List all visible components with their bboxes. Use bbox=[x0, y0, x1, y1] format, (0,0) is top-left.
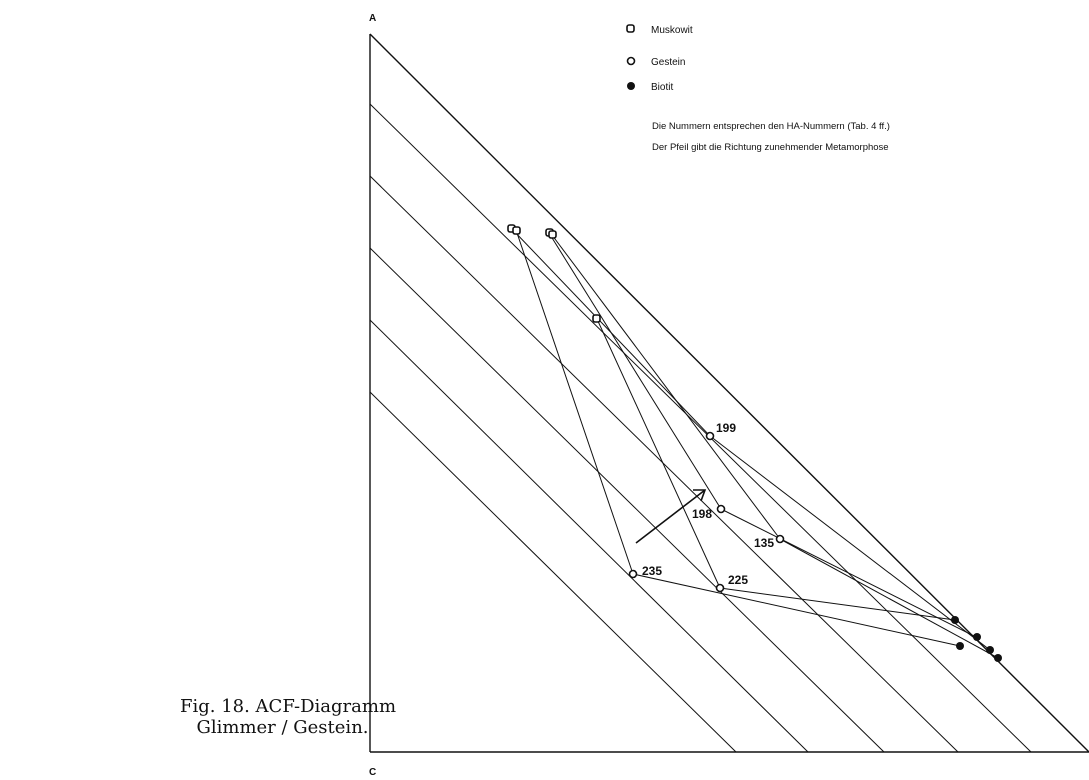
legend-label-gestein: Gestein bbox=[651, 57, 685, 68]
caption-line-1: Fig. 18. ACF-Diagramm bbox=[180, 696, 397, 717]
tie-line bbox=[548, 232, 722, 510]
rock-circle-marker bbox=[775, 534, 785, 544]
muscovite-markers bbox=[507, 224, 601, 323]
figure-caption: Fig. 18. ACF-Diagramm Glimmer / Gestein. bbox=[180, 696, 397, 738]
legend-open-circle-marker bbox=[626, 56, 636, 66]
sample-label-199: 199 bbox=[716, 421, 736, 435]
rock-circle-marker bbox=[705, 431, 715, 441]
tie-line bbox=[779, 538, 999, 659]
note-arrow: Der Pfeil gibt die Richtung zunehmender … bbox=[652, 142, 889, 153]
tie-line bbox=[596, 318, 721, 589]
rock-circle-marker bbox=[628, 569, 638, 579]
muscovite-square-marker bbox=[548, 230, 557, 239]
tie-lines bbox=[511, 228, 999, 659]
guide-line bbox=[369, 103, 1032, 753]
legend-label-biotit: Biotit bbox=[651, 82, 673, 93]
tie-line bbox=[515, 229, 634, 575]
note-numbers: Die Nummern entsprechen den HA-Nummern (… bbox=[652, 121, 890, 132]
tie-line bbox=[720, 508, 977, 638]
biotite-dot-marker bbox=[956, 642, 964, 650]
triangle-frame bbox=[369, 33, 1089, 753]
tie-line bbox=[632, 573, 961, 647]
legend-label-muskowit: Muskowit bbox=[651, 25, 693, 36]
legend-filled-circle-marker bbox=[627, 82, 635, 90]
legend: Muskowit Gestein Biotit bbox=[626, 24, 693, 93]
sample-label-235: 235 bbox=[642, 564, 662, 578]
tie-line bbox=[709, 435, 991, 651]
muscovite-square-marker bbox=[592, 314, 601, 323]
rock-markers bbox=[628, 431, 785, 593]
caption-line-2: Glimmer / Gestein. bbox=[196, 717, 369, 738]
metamorphism-arrow bbox=[635, 489, 707, 544]
legend-square-marker bbox=[626, 24, 635, 33]
guide-line bbox=[369, 391, 737, 753]
rock-circle-marker bbox=[716, 504, 726, 514]
biotite-dot-marker bbox=[994, 654, 1002, 662]
biotite-markers bbox=[951, 616, 1002, 662]
muscovite-square-marker bbox=[512, 226, 521, 235]
guide-line bbox=[369, 175, 959, 753]
tie-line bbox=[719, 587, 956, 621]
biotite-dot-marker bbox=[951, 616, 959, 624]
tie-line bbox=[551, 234, 781, 540]
guide-lines bbox=[369, 103, 1032, 753]
guide-line bbox=[369, 247, 885, 753]
sample-label-198: 198 bbox=[692, 507, 712, 521]
guide-line bbox=[369, 319, 809, 753]
biotite-dot-marker bbox=[986, 646, 994, 654]
vertex-label-a: A bbox=[369, 13, 376, 24]
axis-a-f bbox=[369, 33, 1089, 753]
sample-label-135: 135 bbox=[754, 536, 774, 550]
rock-circle-marker bbox=[715, 583, 725, 593]
vertex-label-c: C bbox=[369, 767, 376, 778]
sample-label-225: 225 bbox=[728, 573, 748, 587]
biotite-dot-marker bbox=[973, 633, 981, 641]
